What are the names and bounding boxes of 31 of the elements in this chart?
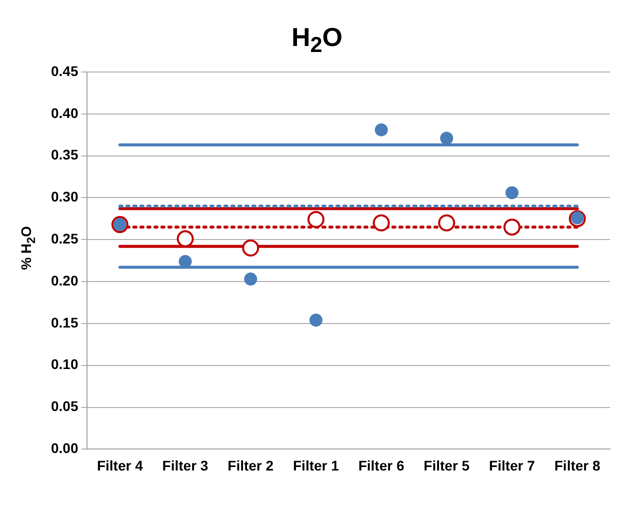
point	[503, 218, 520, 236]
y-tick-label: 0.45	[51, 62, 78, 79]
chart-title: H$_{2}$O	[290, 22, 344, 58]
point	[440, 132, 454, 145]
point	[309, 314, 322, 327]
y-tick-label: 0.35	[51, 146, 78, 163]
point	[242, 240, 260, 257]
y-tick-label: 0.20	[51, 272, 78, 288]
point	[178, 254, 192, 268]
x-tick-label: Filter 2	[228, 457, 274, 474]
x-tick-label: Filter 8	[554, 457, 600, 474]
y-tick-label: 0.10	[51, 356, 78, 372]
x-tick-label: Filter 3	[162, 457, 208, 474]
point	[505, 186, 518, 200]
x-tick-label: Filter 7	[489, 457, 536, 474]
point	[374, 123, 388, 136]
point	[244, 272, 258, 286]
point	[372, 214, 390, 232]
y-tick-label: 0.30	[51, 188, 78, 205]
y-tick-label: 0.40	[51, 104, 78, 121]
y-tick-label: 0.15	[51, 314, 78, 330]
point	[307, 211, 324, 228]
y-tick-label: 0.05	[51, 398, 78, 414]
point	[176, 230, 194, 248]
x-tick-label: Filter 6	[358, 457, 404, 474]
x-tick-label: Filter 1	[293, 457, 340, 474]
point	[438, 214, 456, 232]
y-tick-label: 0.00	[51, 440, 78, 456]
x-tick-label: Filter 5	[424, 457, 470, 474]
x-tick-label: Filter 4	[96, 457, 144, 474]
y-tick-label: 0.25	[51, 230, 78, 247]
